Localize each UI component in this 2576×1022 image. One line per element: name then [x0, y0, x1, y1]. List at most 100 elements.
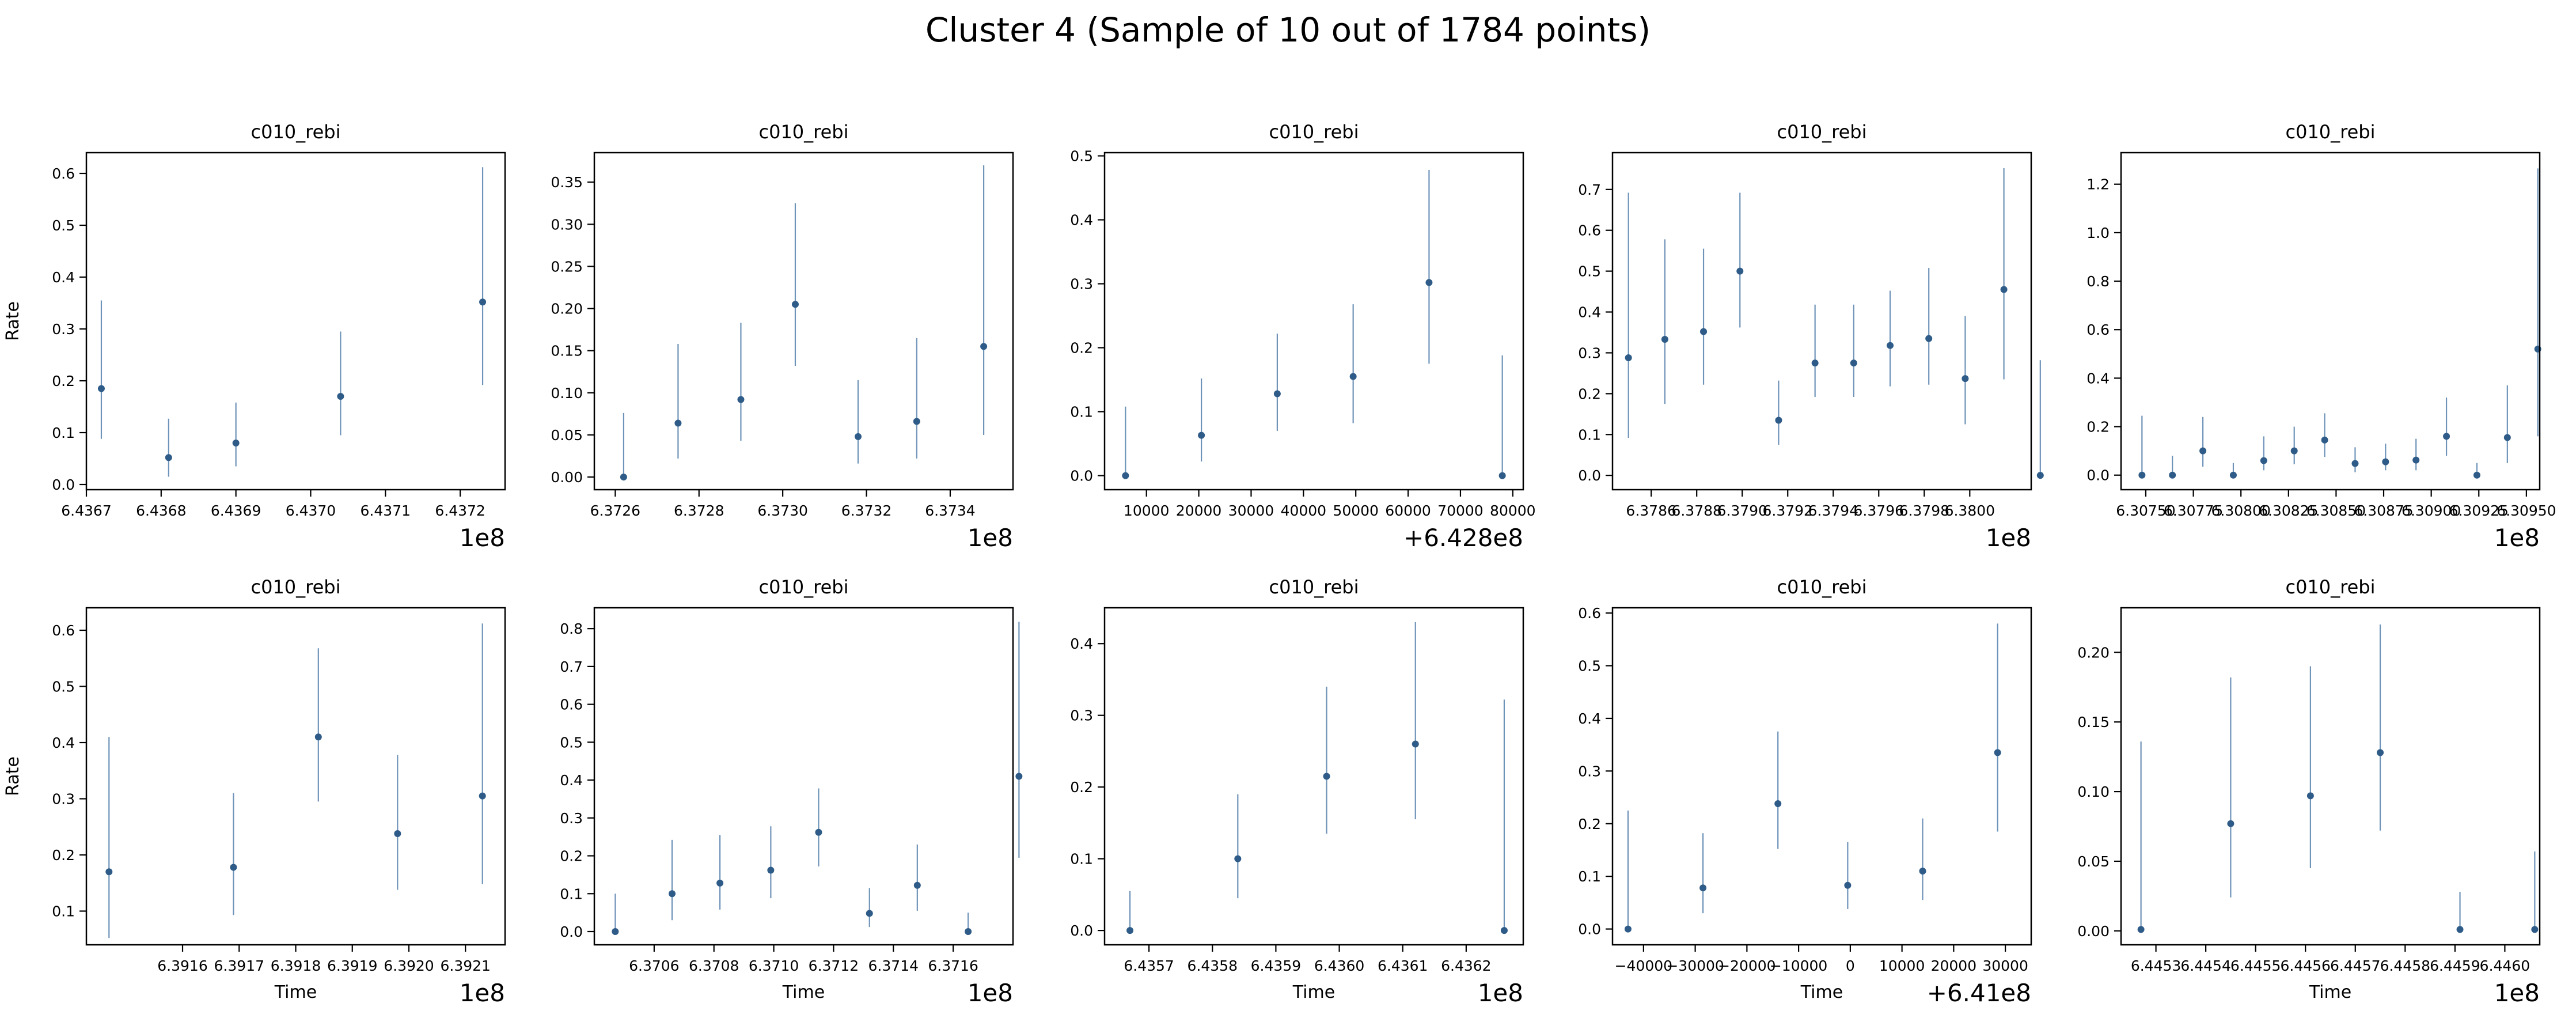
x-tick-label: 6.3920	[384, 957, 434, 974]
subplot-title: c010_rebi	[251, 576, 340, 598]
x-tick-label: 6.4362	[1441, 957, 1491, 974]
y-tick-label: 0.15	[2077, 714, 2110, 730]
subplot-title: c010_rebi	[1777, 576, 1866, 598]
data-point	[1661, 336, 1668, 343]
data-point	[2382, 458, 2389, 465]
data-point	[1500, 927, 1508, 934]
data-point	[1349, 373, 1357, 380]
data-point	[965, 928, 972, 935]
y-tick-label: 0.2	[52, 847, 75, 864]
x-tick-label: 6.4458	[2380, 957, 2430, 974]
data-point	[232, 440, 240, 446]
x-offset-label: 1e8	[2494, 524, 2540, 552]
x-tick-label: 6.4367	[61, 502, 111, 519]
y-tick-label: 0.4	[1070, 212, 1093, 229]
x-tick-label: 6.30900	[2402, 502, 2461, 519]
y-tick-label: 0.4	[52, 269, 75, 286]
x-tick-label: 6.30750	[2116, 502, 2175, 519]
x-offset-label: 1e8	[460, 524, 505, 552]
subplot-1: c010_rebi 6.4367 6.4368 6.4369 6.4370 6.4371 6…	[3, 121, 506, 552]
y-tick-label: 0.20	[2077, 644, 2110, 661]
data-point	[1811, 359, 1819, 367]
x-tick-label: 6.30850	[2306, 502, 2366, 519]
data-point	[1925, 335, 1933, 342]
data-point	[1015, 773, 1023, 780]
data-point	[620, 474, 627, 481]
data-point	[97, 385, 105, 392]
x-tick-label: 6.30925	[2449, 502, 2509, 519]
x-offset-label: +6.428e8	[1403, 524, 1523, 552]
x-tick-label: 6.3710	[749, 957, 799, 974]
x-tick-label: 6.4368	[136, 502, 186, 519]
x-tick-label: 20000	[1176, 502, 1222, 519]
y-tick-label: 0.1	[1070, 851, 1093, 868]
y-axis-label: Rate	[3, 756, 23, 796]
y-tick-label: 0.8	[560, 620, 583, 637]
data-point	[2137, 926, 2145, 933]
data-point	[479, 298, 487, 306]
y-tick-label: 0.3	[1578, 763, 1601, 779]
x-offset-label: 1e8	[968, 979, 1013, 1007]
x-tick-label: 6.30950	[2497, 502, 2556, 519]
x-tick-label: 6.4457	[2330, 957, 2380, 974]
data-point	[394, 830, 401, 837]
y-tick-label: 0.3	[560, 810, 583, 827]
y-tick-label: 0.1	[1578, 868, 1601, 885]
figure-title: Cluster 4 (Sample of 10 out of 1784 poin…	[925, 10, 1651, 50]
subplot-8: c010_rebi 6.4357 6.4358 6.4359 6.4360 6.4361 6…	[1070, 576, 1524, 1007]
data-point	[1122, 472, 1129, 479]
y-tick-label: 0.05	[551, 427, 583, 444]
data-point	[1699, 884, 1707, 892]
y-tick-label: 0.6	[2086, 321, 2110, 338]
data-point	[1234, 855, 1242, 862]
x-tick-label: 6.4358	[1188, 957, 1238, 974]
x-tick-label: 6.4460	[2480, 957, 2530, 974]
y-tick-label: 0.30	[551, 216, 583, 233]
x-axis-label: Time	[1800, 982, 1843, 1002]
data-point	[980, 343, 988, 350]
y-tick-label: 0.0	[1070, 922, 1093, 939]
data-point	[2036, 472, 2044, 479]
subplot-title: c010_rebi	[758, 121, 848, 143]
data-point	[2229, 471, 2237, 479]
x-tick-label: 6.3796	[1854, 502, 1904, 519]
x-tick-label: 6.3918	[271, 957, 321, 974]
y-tick-label: 1.2	[2086, 176, 2110, 193]
y-tick-label: 0.00	[2077, 923, 2110, 940]
x-tick-label: 6.4459	[2430, 957, 2480, 974]
subplot-title: c010_rebi	[251, 121, 340, 143]
x-offset-label: 1e8	[1986, 524, 2031, 552]
x-tick-label: 6.3716	[928, 957, 978, 974]
data-point	[1323, 773, 1330, 780]
y-tick-label: 0.0	[52, 476, 75, 493]
axes-frame	[85, 607, 506, 946]
data-point	[1850, 359, 1857, 367]
x-tick-label: 6.4369	[211, 502, 261, 519]
data-point	[165, 454, 172, 461]
data-point	[1994, 749, 2001, 756]
data-point	[1962, 375, 1969, 383]
x-tick-label: 6.3708	[689, 957, 739, 974]
x-tick-label: 6.3786	[1626, 502, 1676, 519]
y-tick-label: 0.5	[1070, 148, 1093, 165]
data-point	[855, 433, 862, 440]
y-tick-label: 0.4	[1578, 710, 1601, 727]
y-tick-label: 0.4	[1578, 304, 1601, 321]
data-point	[2351, 460, 2359, 467]
y-tick-label: 0.8	[2086, 273, 2110, 290]
subplot-title: c010_rebi	[1269, 121, 1359, 143]
y-tick-label: 0.2	[1070, 340, 1093, 357]
y-tick-label: 0.3	[1070, 707, 1093, 724]
subplot-title: c010_rebi	[1269, 576, 1359, 598]
x-tick-label: 6.4361	[1378, 957, 1428, 974]
x-tick-label: 6.3919	[327, 957, 377, 974]
data-point	[337, 393, 344, 400]
subplot-title: c010_rebi	[758, 576, 848, 598]
data-point	[1412, 740, 1419, 748]
x-tick-label: 50000	[1333, 502, 1379, 519]
data-point	[479, 792, 486, 800]
x-tick-label: 6.3921	[440, 957, 490, 974]
data-point	[612, 928, 619, 935]
x-axis-label: Time	[274, 982, 317, 1002]
x-tick-label: 6.4453	[2131, 957, 2181, 974]
